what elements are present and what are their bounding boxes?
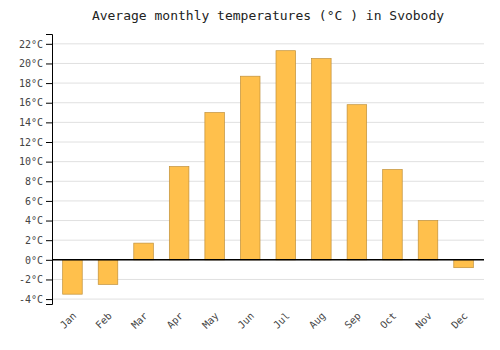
bar (205, 113, 225, 260)
x-tick-label: Sep (342, 310, 363, 331)
y-tick: 6°C (25, 196, 52, 207)
x-tick-label: Mar (129, 310, 150, 331)
y-tick-label: 22°C (19, 39, 43, 50)
x-tick-label: Oct (378, 310, 399, 331)
x-tick: Feb (93, 310, 114, 331)
y-tick-label: 12°C (19, 137, 43, 148)
y-axis-line (46, 35, 53, 305)
chart: -4°C -2°C 0°C 2°C 4°C 6°C 8°C 10°C 12°C 14°C 16°C 1… (0, 0, 500, 350)
y-tick-mark (46, 83, 52, 84)
y-tick-mark (46, 103, 52, 104)
y-tick: 20°C (19, 58, 52, 69)
x-axis: Jan Feb Mar Apr May Jun Jul Aug Sep Oct Nov Dec (58, 310, 470, 331)
y-tick-label: -4°C (19, 294, 43, 305)
y-axis: -4°C -2°C 0°C 2°C 4°C 6°C 8°C 10°C 12°C 14°C 16°C 1… (19, 35, 53, 305)
y-tick-mark (46, 240, 52, 241)
grid-line (52, 142, 484, 143)
y-tick-mark (46, 221, 52, 222)
grid-line (52, 161, 484, 162)
bar (347, 105, 367, 260)
bar (454, 260, 474, 268)
x-tick-label: Feb (93, 310, 114, 331)
x-tick: Nov (413, 310, 434, 331)
x-tick-label: Nov (413, 310, 434, 331)
y-tick-label: 16°C (19, 97, 43, 108)
y-tick: 8°C (25, 176, 52, 187)
x-tick: Jan (58, 310, 79, 331)
y-tick: 18°C (19, 78, 52, 89)
y-tick: 12°C (19, 137, 52, 148)
bar (418, 221, 438, 260)
bar (169, 167, 189, 260)
y-tick-label: 8°C (25, 176, 43, 187)
y-tick-mark (46, 299, 52, 300)
y-tick: -4°C (19, 294, 52, 305)
y-tick-label: 14°C (19, 117, 43, 128)
x-tick-label: Dec (449, 310, 470, 331)
bar (98, 260, 118, 285)
y-tick-mark (46, 201, 52, 202)
x-tick: Jul (271, 310, 292, 331)
x-tick: May (200, 310, 221, 331)
y-tick-label: 6°C (25, 196, 43, 207)
y-tick-mark (46, 181, 52, 182)
y-tick-label: -2°C (19, 274, 43, 285)
y-tick: 14°C (19, 117, 52, 128)
bar (383, 169, 403, 259)
y-tick-mark (46, 162, 52, 163)
plot: -4°C -2°C 0°C 2°C 4°C 6°C 8°C 10°C 12°C 14°C 16°C 1… (19, 35, 484, 331)
bar (63, 260, 83, 294)
bar (134, 243, 154, 260)
x-tick-label: May (200, 310, 221, 331)
y-tick-mark (46, 122, 52, 123)
x-tick: Mar (129, 310, 150, 331)
grid-line (52, 122, 484, 123)
grid (52, 44, 484, 299)
x-tick: Oct (378, 310, 399, 331)
y-tick: 2°C (25, 235, 52, 246)
x-tick-label: Apr (165, 310, 186, 331)
bars (52, 51, 484, 294)
x-tick-label: Aug (307, 310, 328, 331)
grid-line (52, 83, 484, 84)
grid-line (52, 299, 484, 300)
x-tick: Sep (342, 310, 363, 331)
x-tick: Jun (236, 310, 257, 331)
y-tick-label: 20°C (19, 58, 43, 69)
y-tick-label: 10°C (19, 156, 43, 167)
grid-line (52, 63, 484, 64)
y-tick: 22°C (19, 39, 52, 50)
title: Average monthly temperatures (°C ) in Sv… (92, 8, 444, 23)
grid-line (52, 259, 484, 260)
y-tick: -2°C (19, 274, 52, 285)
y-tick-mark (46, 279, 52, 280)
y-tick-mark (46, 142, 52, 143)
y-tick-label: 18°C (19, 78, 43, 89)
y-tick-mark (46, 44, 52, 45)
x-tick-label: Jun (236, 310, 257, 331)
x-tick-label: Jul (271, 310, 292, 331)
grid-line (52, 43, 484, 44)
y-tick-mark (46, 63, 52, 64)
y-tick: 0°C (25, 255, 52, 266)
y-tick-mark (46, 260, 52, 261)
zero-line (52, 259, 484, 261)
y-tick: 16°C (19, 97, 52, 108)
y-tick-label: 0°C (25, 255, 43, 266)
x-tick: Apr (165, 310, 186, 331)
bar (276, 51, 296, 260)
y-tick-label: 4°C (25, 215, 43, 226)
grid-line (52, 200, 484, 201)
bar (312, 59, 332, 260)
y-tick: 10°C (19, 156, 52, 167)
y-tick-label: 2°C (25, 235, 43, 246)
grid-line (52, 181, 484, 182)
x-tick-label: Jan (58, 310, 79, 331)
x-tick: Aug (307, 310, 328, 331)
bar (240, 76, 260, 260)
grid-line (52, 102, 484, 103)
x-tick: Dec (449, 310, 470, 331)
y-tick: 4°C (25, 215, 52, 226)
